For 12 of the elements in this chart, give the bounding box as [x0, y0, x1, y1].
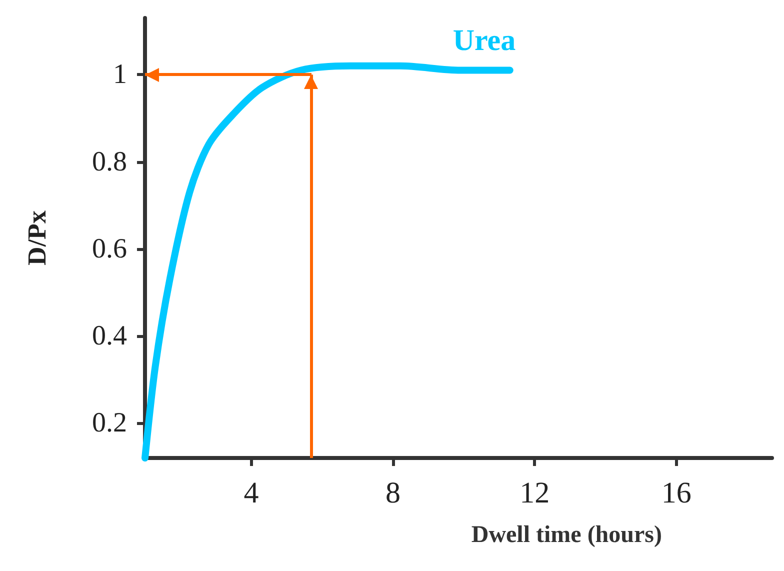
series-label: Urea	[452, 24, 516, 57]
y-tick-label: 0.2	[92, 408, 127, 439]
x-tick-label: 8	[385, 476, 400, 510]
x-tick-label: 16	[661, 476, 692, 510]
y-tick-label: 0.6	[92, 233, 127, 264]
x-axis-title: Dwell time (hours)	[471, 522, 662, 548]
y-tick-label: 0.4	[92, 320, 127, 352]
x-tick-label: 12	[520, 476, 550, 510]
y-tick-label: 0.8	[92, 146, 127, 178]
x-tick-label: 4	[244, 476, 259, 510]
y-tick-label: 1	[113, 59, 127, 90]
y-axis-title: D/Px	[22, 210, 52, 266]
